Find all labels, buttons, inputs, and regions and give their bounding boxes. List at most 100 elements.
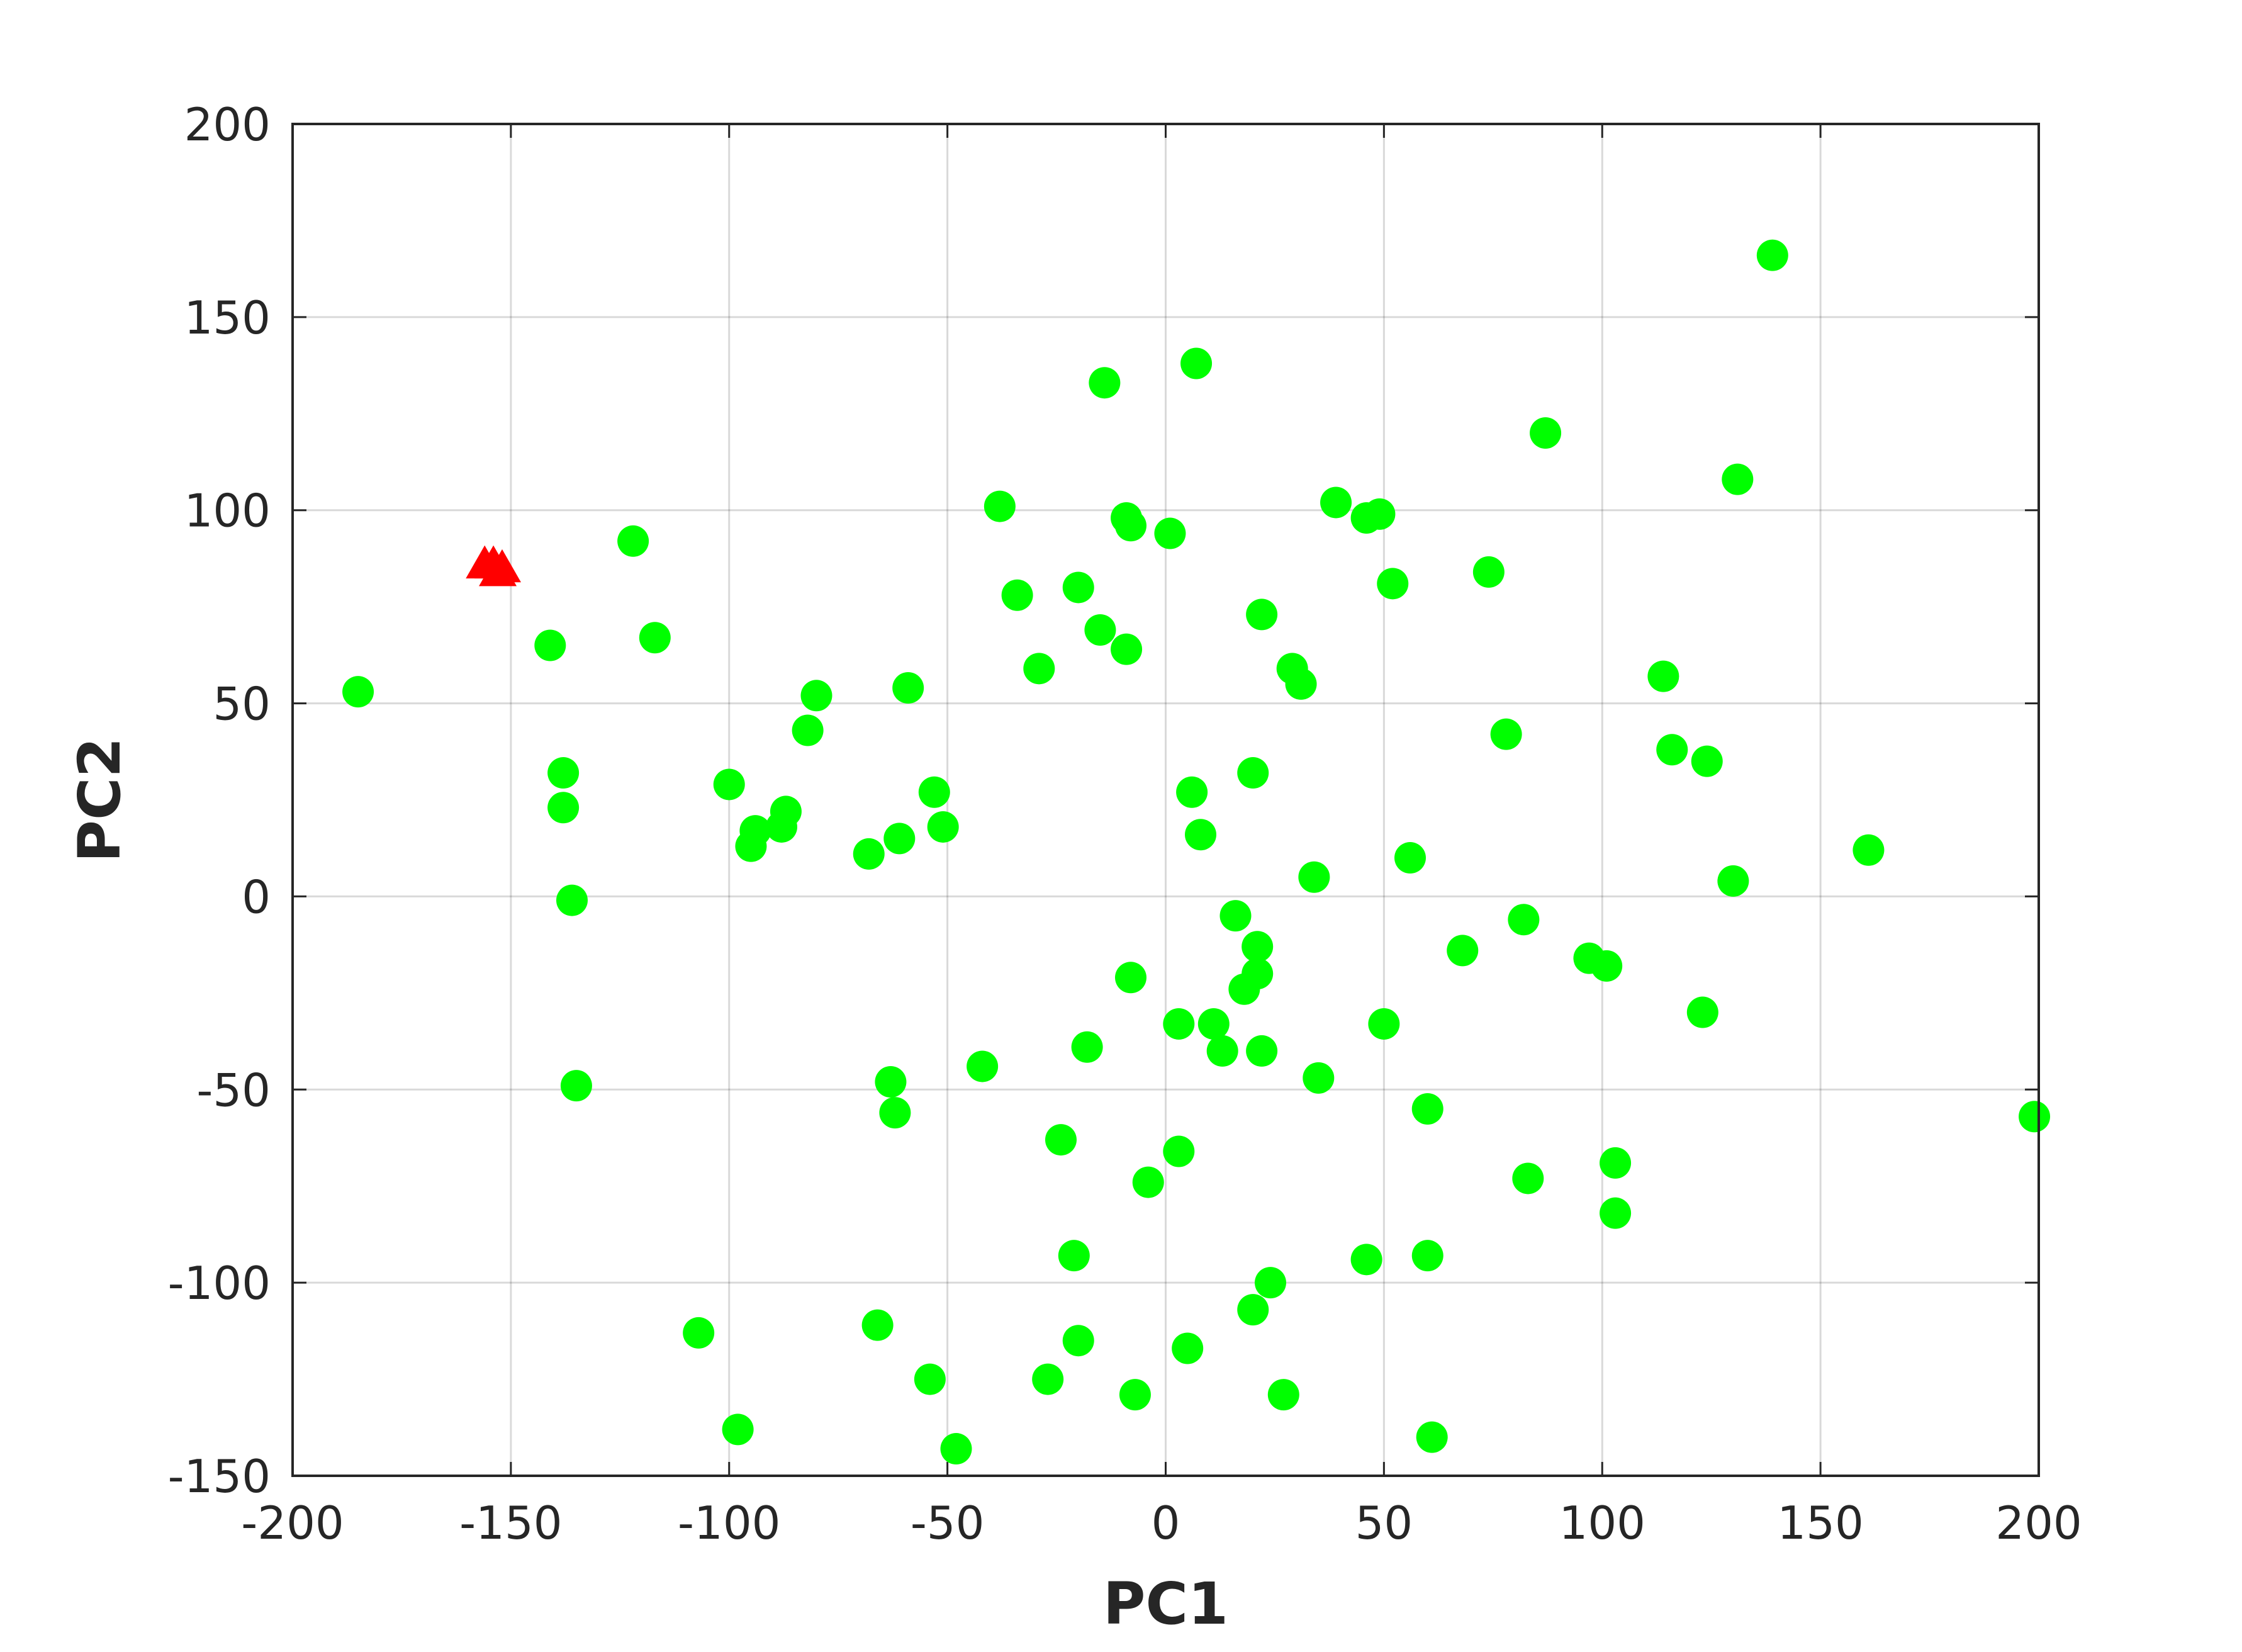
x-tick-label: -150: [459, 1497, 562, 1549]
data-point-circle: [683, 1317, 715, 1349]
x-tick-label: -100: [678, 1497, 780, 1549]
data-point-circle: [1377, 568, 1409, 600]
data-point-circle: [1237, 757, 1269, 789]
data-point-circle: [1756, 239, 1788, 271]
data-point-circle: [735, 830, 767, 862]
data-point-circle: [853, 838, 885, 870]
data-point-circle: [1246, 598, 1278, 631]
data-point-circle: [1255, 1267, 1286, 1299]
data-point-circle: [892, 672, 924, 704]
data-point-circle: [1119, 1379, 1151, 1411]
data-point-circle: [1600, 1197, 1632, 1229]
data-point-circle: [1722, 463, 1754, 495]
x-tick-labels: -200 -150 -100 -50 0 50 100 150 200: [241, 1497, 2082, 1549]
data-point-circle: [1320, 486, 1352, 519]
data-point-circle: [1032, 1363, 1064, 1395]
y-tick-label: -150: [168, 1450, 271, 1503]
data-point-circle: [342, 676, 374, 708]
data-point-circle: [1447, 935, 1479, 967]
data-point-circle: [1111, 633, 1143, 665]
data-point-circle: [722, 1413, 754, 1446]
x-tick-label: 150: [1777, 1497, 1863, 1549]
data-point-circle: [1219, 900, 1252, 932]
data-point-circle: [1163, 1008, 1195, 1040]
data-point-circle: [1298, 861, 1330, 893]
data-point-circle: [770, 795, 802, 828]
data-point-circle: [1394, 842, 1426, 874]
data-point-circle: [1163, 1135, 1195, 1167]
data-point-circle: [547, 757, 580, 789]
data-point-circle: [1154, 517, 1186, 549]
data-point-circle: [1242, 931, 1274, 963]
data-point-circle: [1115, 962, 1146, 994]
data-point-circle: [556, 884, 588, 916]
data-point-circle: [927, 811, 959, 843]
y-tick-label: -100: [168, 1257, 271, 1310]
data-point-circle: [1071, 1031, 1103, 1063]
data-point-circle: [2019, 1101, 2051, 1133]
x-tick-label: 200: [1995, 1497, 2082, 1549]
x-tick-label: -200: [241, 1497, 344, 1549]
data-point-circle: [879, 1097, 911, 1129]
data-point-circle: [918, 776, 950, 808]
data-point-circle: [1717, 865, 1749, 897]
data-point-circle: [713, 768, 745, 801]
data-point-circle: [1001, 579, 1033, 611]
y-tick-label: 100: [184, 485, 271, 537]
data-point-circle: [1411, 1093, 1443, 1125]
data-point-circle: [1115, 510, 1146, 542]
data-point-circle: [1472, 556, 1505, 588]
x-tick-label: 0: [1152, 1497, 1180, 1549]
data-point-circle: [1132, 1166, 1164, 1198]
data-point-circle: [1686, 996, 1718, 1028]
data-point-circle: [1062, 1325, 1094, 1357]
data-point-circle: [1023, 653, 1055, 685]
data-point-circle: [1656, 734, 1688, 766]
data-point-circle: [861, 1309, 894, 1341]
y-tick-label: -50: [196, 1064, 271, 1116]
data-point-circle: [984, 490, 1016, 522]
data-point-circle: [1490, 718, 1522, 750]
data-point-circle: [547, 792, 580, 824]
data-point-circle: [1350, 1244, 1382, 1276]
data-point-circle: [967, 1050, 999, 1082]
y-axis-title: PC2: [66, 738, 133, 863]
x-tick-label: -50: [911, 1497, 985, 1549]
axes-box: [291, 123, 2040, 1477]
x-tick-label: 100: [1559, 1497, 1645, 1549]
y-tick-label: 150: [184, 291, 271, 344]
data-point-circle: [1197, 1008, 1230, 1040]
data-point-circle: [1591, 950, 1623, 982]
data-point-circle: [1089, 367, 1121, 399]
data-point-circle: [1285, 668, 1317, 700]
y-tick-label: 50: [213, 678, 271, 731]
y-tick-labels: -150 -100 -50 0 50 100 150 200: [168, 98, 271, 1503]
data-points: [342, 239, 2051, 1465]
data-point-circle: [1647, 660, 1679, 692]
data-point-circle: [1084, 614, 1116, 646]
data-point-circle: [914, 1363, 946, 1395]
data-point-circle: [1303, 1062, 1335, 1094]
data-point-circle: [1242, 958, 1274, 990]
data-point-circle: [639, 622, 671, 654]
data-point-circle: [1058, 1240, 1090, 1272]
data-point-circle: [1852, 834, 1885, 866]
data-point-circle: [1045, 1124, 1077, 1156]
data-point-circle: [1600, 1147, 1632, 1179]
data-point-circle: [1246, 1035, 1278, 1067]
data-point-circle: [1176, 776, 1208, 808]
data-point-circle: [1530, 417, 1562, 449]
data-point-circle: [1411, 1240, 1443, 1272]
data-point-circle: [1691, 745, 1723, 777]
data-point-circle: [1172, 1332, 1204, 1364]
data-point-circle: [1062, 571, 1094, 604]
data-point-circle: [940, 1433, 972, 1465]
data-point-circle: [617, 525, 649, 557]
data-point-triangle: [479, 553, 517, 587]
data-point-circle: [1185, 819, 1216, 851]
data-point-circle: [1512, 1162, 1544, 1194]
data-point-circle: [1237, 1294, 1269, 1326]
data-point-circle: [883, 823, 916, 855]
data-point-circle: [1267, 1379, 1299, 1411]
